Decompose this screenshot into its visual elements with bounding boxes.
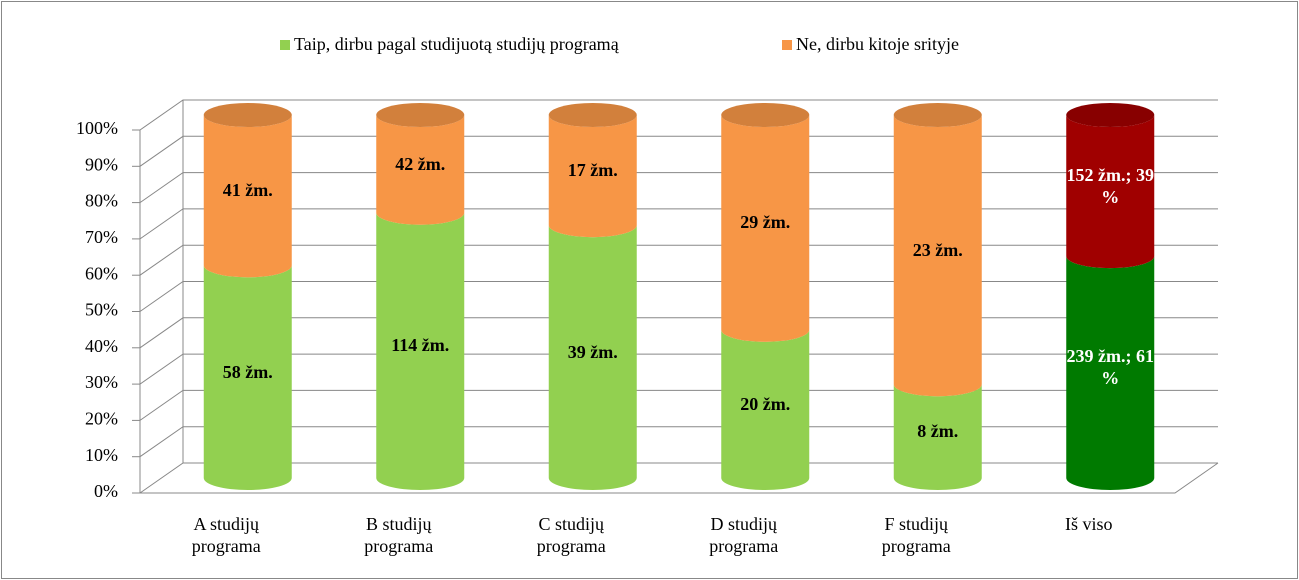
- x-tick-label: C studijų programa: [536, 514, 606, 556]
- x-tick-label: A studijų programa: [191, 514, 261, 556]
- y-tick-label: 100%: [76, 118, 118, 138]
- value-label: 8 žm.: [917, 421, 959, 442]
- value-label: 114 žm.: [391, 335, 450, 356]
- legend-label: Taip, dirbu pagal studijuotą studijų pro…: [294, 34, 620, 54]
- value-label: 20 žm.: [740, 393, 791, 414]
- y-tick-label: 0%: [94, 481, 118, 501]
- legend-swatch: [280, 40, 290, 50]
- value-label: 239 žm.; 61 %: [1066, 346, 1154, 389]
- grid-line: [139, 244, 1218, 276]
- y-tick-label: 10%: [85, 445, 118, 465]
- y-tick-label: 60%: [85, 263, 118, 283]
- bar-segment: [203, 115, 292, 278]
- y-tick-label: 40%: [85, 336, 118, 356]
- grid-line: [139, 99, 1218, 131]
- value-label: 42 žm.: [395, 153, 446, 174]
- value-label: 29 žm.: [740, 212, 791, 233]
- grid-line: [139, 208, 1218, 240]
- bar-segment: [1066, 115, 1155, 269]
- grid-line: [139, 462, 1218, 494]
- y-tick-label: 80%: [85, 191, 118, 211]
- value-label: 41 žm.: [222, 180, 273, 201]
- y-tick-label: 70%: [85, 227, 118, 247]
- grid-line: [139, 135, 1218, 167]
- value-label: 152 žm.; 39 %: [1066, 164, 1154, 207]
- bar-segment: [548, 225, 637, 491]
- bar-segment: [721, 329, 810, 491]
- grid-line: [139, 172, 1218, 204]
- bar-segment: [203, 265, 292, 491]
- grid-line: [139, 317, 1218, 349]
- bar-segment: [721, 115, 810, 342]
- value-label: 23 žm.: [912, 239, 963, 260]
- bar-top: [376, 103, 465, 127]
- bar-top: [548, 103, 637, 127]
- bar-top: [203, 103, 292, 127]
- y-tick-label: 90%: [85, 154, 118, 174]
- bar-top: [893, 103, 982, 127]
- bar-segment: [548, 115, 637, 238]
- value-label: 17 žm.: [567, 160, 618, 181]
- bar-segment: [1066, 256, 1155, 491]
- bar-segment: [893, 384, 982, 491]
- floor: [140, 462, 1219, 494]
- grid-line: [139, 426, 1218, 458]
- bar-segment: [376, 212, 465, 491]
- value-label: 39 žm.: [567, 341, 618, 362]
- bar-top: [1066, 103, 1155, 127]
- y-tick-label: 30%: [85, 372, 118, 392]
- legend-swatch: [782, 40, 792, 50]
- legend-label: Ne, dirbu kitoje srityje: [796, 34, 959, 54]
- y-tick-label: 50%: [85, 300, 118, 320]
- y-tick-label: 20%: [85, 409, 118, 429]
- bar-segment: [376, 115, 465, 225]
- grid-line: [139, 353, 1218, 385]
- x-tick-label: Iš viso: [1064, 514, 1113, 534]
- bar-top: [721, 103, 810, 127]
- value-label: 58 žm.: [222, 361, 273, 382]
- x-tick-label: D studijų programa: [709, 514, 779, 556]
- grid-line: [139, 389, 1218, 421]
- bar-segment: [893, 115, 982, 397]
- grid-line: [139, 281, 1218, 312]
- x-tick-label: F studijų programa: [881, 514, 951, 556]
- x-tick-label: B studijų programa: [364, 514, 434, 556]
